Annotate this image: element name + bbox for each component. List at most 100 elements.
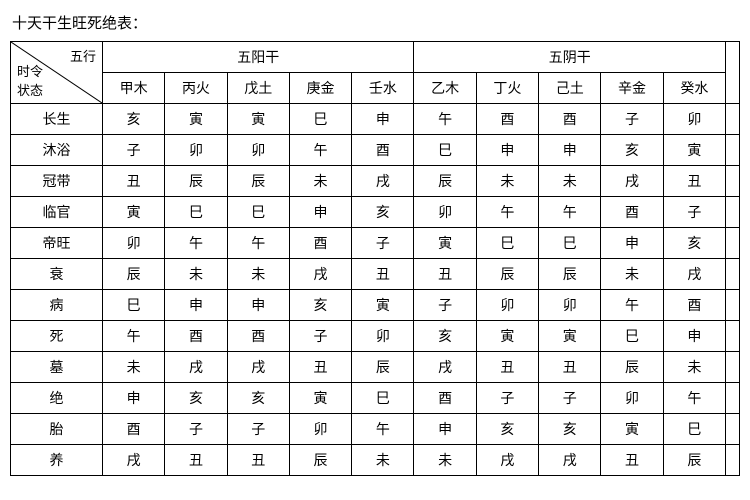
table-cell: 寅 [601, 414, 663, 445]
stub-cell [726, 290, 740, 321]
table-cell: 亥 [539, 414, 601, 445]
table-cell: 亥 [352, 197, 414, 228]
table-cell: 巳 [601, 321, 663, 352]
table-cell: 酉 [352, 135, 414, 166]
table-cell: 寅 [289, 383, 351, 414]
table-cell: 申 [227, 290, 289, 321]
table-cell: 酉 [476, 104, 538, 135]
table-cell: 申 [476, 135, 538, 166]
table-cell: 辰 [476, 259, 538, 290]
table-cell: 未 [103, 352, 165, 383]
row-header: 冠带 [11, 166, 103, 197]
table-cell: 戌 [165, 352, 227, 383]
table-row: 胎酉子子卯午申亥亥寅巳 [11, 414, 740, 445]
table-cell: 未 [227, 259, 289, 290]
table-cell: 申 [601, 228, 663, 259]
table-row: 绝申亥亥寅巳酉子子卯午 [11, 383, 740, 414]
table-cell: 午 [352, 414, 414, 445]
table-cell: 子 [601, 104, 663, 135]
table-cell: 丑 [103, 166, 165, 197]
table-cell: 未 [165, 259, 227, 290]
table-row: 长生亥寅寅巳申午酉酉子卯 [11, 104, 740, 135]
table-cell: 亥 [414, 321, 476, 352]
stub-cell [726, 135, 740, 166]
table-cell: 子 [476, 383, 538, 414]
table-cell: 寅 [476, 321, 538, 352]
table-cell: 丑 [476, 352, 538, 383]
table-cell: 寅 [663, 135, 725, 166]
table-cell: 酉 [227, 321, 289, 352]
table-cell: 巳 [476, 228, 538, 259]
table-cell: 丑 [289, 352, 351, 383]
stub-cell [726, 228, 740, 259]
table-cell: 巳 [352, 383, 414, 414]
table-cell: 未 [601, 259, 663, 290]
row-header: 墓 [11, 352, 103, 383]
stub-cell [726, 445, 740, 476]
table-row: 病巳申申亥寅子卯卯午酉 [11, 290, 740, 321]
table-cell: 寅 [227, 104, 289, 135]
table-cell: 巳 [227, 197, 289, 228]
row-header: 病 [11, 290, 103, 321]
table-cell: 午 [414, 104, 476, 135]
stub-cell [726, 104, 740, 135]
table-cell: 巳 [103, 290, 165, 321]
stems-table: 五行 时令状态 五阳干 五阴干 甲木丙火戊土庚金壬水乙木丁火己土辛金癸水 长生亥… [10, 41, 740, 476]
table-cell: 酉 [103, 414, 165, 445]
table-cell: 酉 [289, 228, 351, 259]
table-cell: 亥 [663, 228, 725, 259]
stub-cell [726, 352, 740, 383]
table-cell: 巳 [414, 135, 476, 166]
table-cell: 戌 [103, 445, 165, 476]
table-cell: 子 [289, 321, 351, 352]
table-row: 墓未戌戌丑辰戌丑丑辰未 [11, 352, 740, 383]
table-cell: 未 [289, 166, 351, 197]
row-header: 养 [11, 445, 103, 476]
table-cell: 子 [103, 135, 165, 166]
stub-cell [726, 383, 740, 414]
table-cell: 未 [663, 352, 725, 383]
column-header: 丁火 [476, 73, 538, 104]
table-cell: 子 [227, 414, 289, 445]
table-cell: 酉 [414, 383, 476, 414]
corner-top-label: 五行 [70, 46, 96, 65]
column-header: 戊土 [227, 73, 289, 104]
table-cell: 子 [414, 290, 476, 321]
table-row: 养戌丑丑辰未未戌戌丑辰 [11, 445, 740, 476]
table-cell: 辰 [227, 166, 289, 197]
table-row: 沐浴子卯卯午酉巳申申亥寅 [11, 135, 740, 166]
stub-header [726, 42, 740, 104]
table-cell: 丑 [601, 445, 663, 476]
table-cell: 午 [663, 383, 725, 414]
row-header: 长生 [11, 104, 103, 135]
table-cell: 丑 [663, 166, 725, 197]
table-cell: 午 [476, 197, 538, 228]
stub-cell [726, 259, 740, 290]
table-cell: 未 [539, 166, 601, 197]
table-cell: 午 [539, 197, 601, 228]
table-cell: 寅 [352, 290, 414, 321]
table-cell: 寅 [539, 321, 601, 352]
table-cell: 戌 [601, 166, 663, 197]
table-cell: 子 [663, 197, 725, 228]
stub-cell [726, 414, 740, 445]
table-cell: 戌 [414, 352, 476, 383]
column-header: 丙火 [165, 73, 227, 104]
row-header: 沐浴 [11, 135, 103, 166]
table-cell: 丑 [539, 352, 601, 383]
table-cell: 午 [289, 135, 351, 166]
table-cell: 丑 [165, 445, 227, 476]
table-cell: 辰 [539, 259, 601, 290]
table-cell: 申 [414, 414, 476, 445]
table-cell: 亥 [601, 135, 663, 166]
stub-cell [726, 166, 740, 197]
table-cell: 辰 [601, 352, 663, 383]
row-header: 死 [11, 321, 103, 352]
table-cell: 卯 [165, 135, 227, 166]
table-cell: 亥 [289, 290, 351, 321]
row-header: 衰 [11, 259, 103, 290]
table-cell: 戌 [663, 259, 725, 290]
row-header: 帝旺 [11, 228, 103, 259]
table-cell: 子 [352, 228, 414, 259]
table-cell: 卯 [539, 290, 601, 321]
